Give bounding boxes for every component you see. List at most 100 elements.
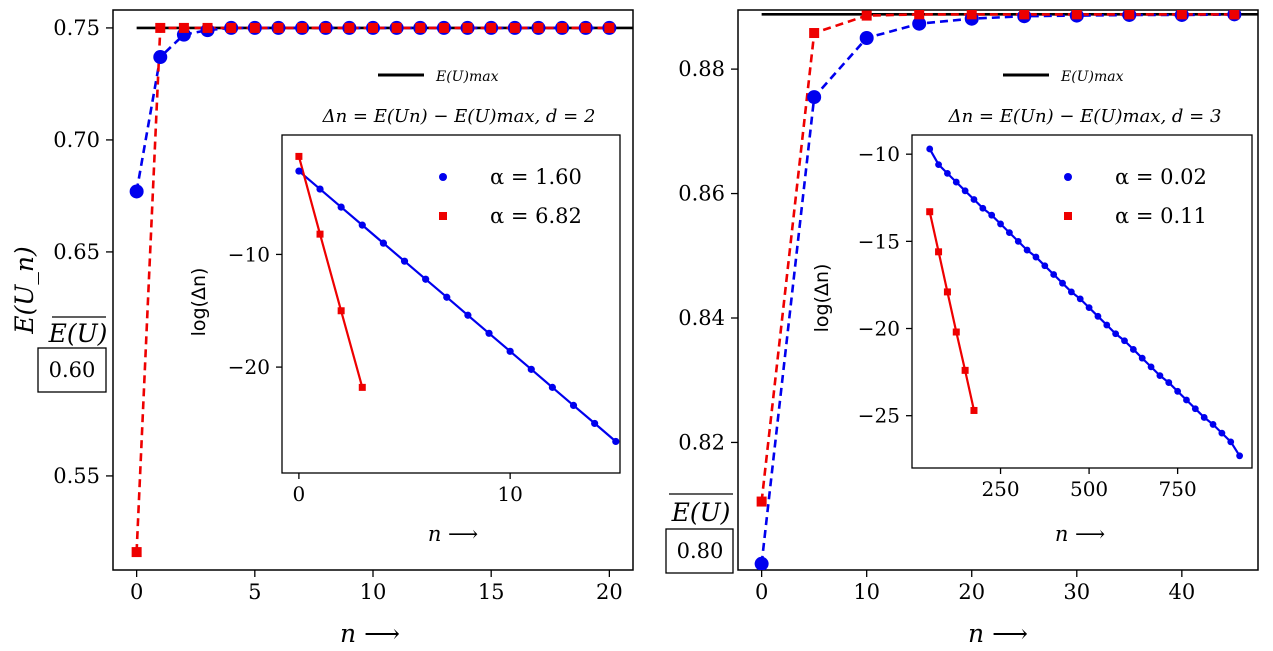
left-xtick-label: 0 [130,580,143,604]
left-inset-point-160 [295,167,303,175]
left-legend-marker-red [439,212,447,220]
left-ylabel-box-overline: E(U) [48,319,108,348]
left-inset-point-682 [358,383,366,391]
right-line-blue [760,13,1235,564]
right-plot-frame [737,9,1259,571]
right-inset-ytick-label: −20 [858,317,900,341]
right-inset-point-002 [1085,304,1093,312]
left-ytick-label: 0.70 [53,128,100,152]
left-inset-xtick-label: 10 [497,482,522,506]
left-inset-point-160 [422,275,430,283]
right-xtick-label: 40 [1168,580,1195,604]
right-inset-point-002 [926,145,934,153]
right-inset-point-002 [1041,262,1049,270]
right-inset-point-002 [1050,271,1058,278]
right-inset-xtick-label: 750 [1159,477,1197,501]
right-inset-line-011 [928,211,976,411]
left-inset-ytick-label: −10 [228,242,270,266]
right-ytick-label: 0.88 [678,57,725,81]
right-point-red [861,10,872,21]
left-inset-point-160 [316,185,324,193]
right-inset-point-002 [935,161,942,169]
left-legend-label-red: α = 6.82 [490,204,582,228]
left-xtick-label: 20 [596,580,623,604]
left-inset-xlabel: n ⟶ [428,522,478,546]
right-legend-label-red: α = 0.11 [1115,204,1207,228]
left-xlabel: n ⟶ [340,619,400,648]
left-point-red [509,22,520,33]
left-point-red [438,22,449,33]
left-point-blue [129,184,144,199]
right-ytick-label: 0.84 [678,306,725,330]
left-inset-point-160 [591,419,599,428]
right-line-red [760,13,1235,502]
left-legend-label-blue: α = 1.60 [490,165,582,189]
right-xtick-label: 0 [755,580,768,604]
right-xtick-label: 10 [853,580,880,604]
right-point-red [966,10,977,20]
left-point-red [580,22,591,33]
right-inset-point-002 [961,187,969,195]
right-inset-point-011 [961,366,969,374]
right-inset-point-002 [1121,337,1128,345]
right-inset-point-002 [1236,452,1244,460]
right-inset-point-011 [935,248,943,256]
right-inset-point-002 [1067,288,1075,296]
left-xtick-label: 5 [248,580,261,604]
left-inset-point-160 [569,401,578,409]
left-max-legend: E(U)max [378,69,499,85]
left-inset-point-682 [337,307,345,315]
right-inset-point-002 [1174,387,1182,395]
left-inset-xtick-label: 0 [293,482,306,506]
right-ytick-label: 0.86 [678,182,725,206]
left-inset-point-160 [464,311,472,319]
right-xlabel: n ⟶ [968,619,1028,648]
right-max-legend: E(U)max [1003,69,1124,85]
left-point-red [415,22,426,33]
right-inset-ylabel: log(Δn) [811,264,833,333]
left-xtick-label: 15 [478,580,505,604]
right-inset-xlabel: n ⟶ [1055,522,1105,546]
right-ytick-label: 0.82 [678,430,725,454]
right-legend-marker-red [1064,212,1072,220]
left-point-red [131,547,142,558]
right-inset-point-002 [1209,421,1217,428]
right-inset-point-002 [988,211,996,219]
right-point-red [1019,10,1030,20]
right-inset-point-002 [1191,405,1199,413]
left-legend-marker-blue [439,173,447,181]
right-inset-xtick-label: 250 [981,477,1019,501]
left-inset-title: Δn = E(Un) − E(U)max, d = 2 [322,106,596,127]
left-point-red [155,22,166,33]
left-point-red [344,22,355,33]
right-point-red [914,10,925,20]
left-point-red [178,22,189,33]
right-inset-point-002 [997,220,1004,228]
right-point-red [1229,10,1240,20]
left-point-red [557,22,568,33]
right-inset-point-002 [1138,354,1146,362]
left-point-red [226,22,237,33]
right-inset-xtick-label: 500 [1070,477,1108,501]
right-point-red [1071,10,1082,20]
right-legend-label-blue: α = 0.02 [1115,165,1207,189]
left-point-red [462,22,473,33]
left-ylabel-box: E(U) 0.60 [37,316,108,393]
right-inset-point-002 [970,196,978,203]
right-inset-point-002 [1129,346,1137,353]
left-ytick-label: 0.55 [53,464,100,488]
right-inset-point-002 [1023,246,1031,254]
right-inset-point-002 [1005,229,1013,237]
right-point-red [1176,10,1187,20]
right-inset-point-002 [1200,414,1208,421]
right-inset-ytick-label: −10 [858,142,900,166]
right-inset-point-002 [1076,295,1084,303]
right-inset-point-002 [1112,330,1120,338]
left-point-red [368,22,378,33]
left-ylabel: E(U_n) [10,246,39,334]
left-inset-point-160 [400,257,409,265]
left-inset-point-682 [295,152,303,160]
right-inset-point-002 [1165,379,1173,386]
right-point-blue [807,90,822,105]
